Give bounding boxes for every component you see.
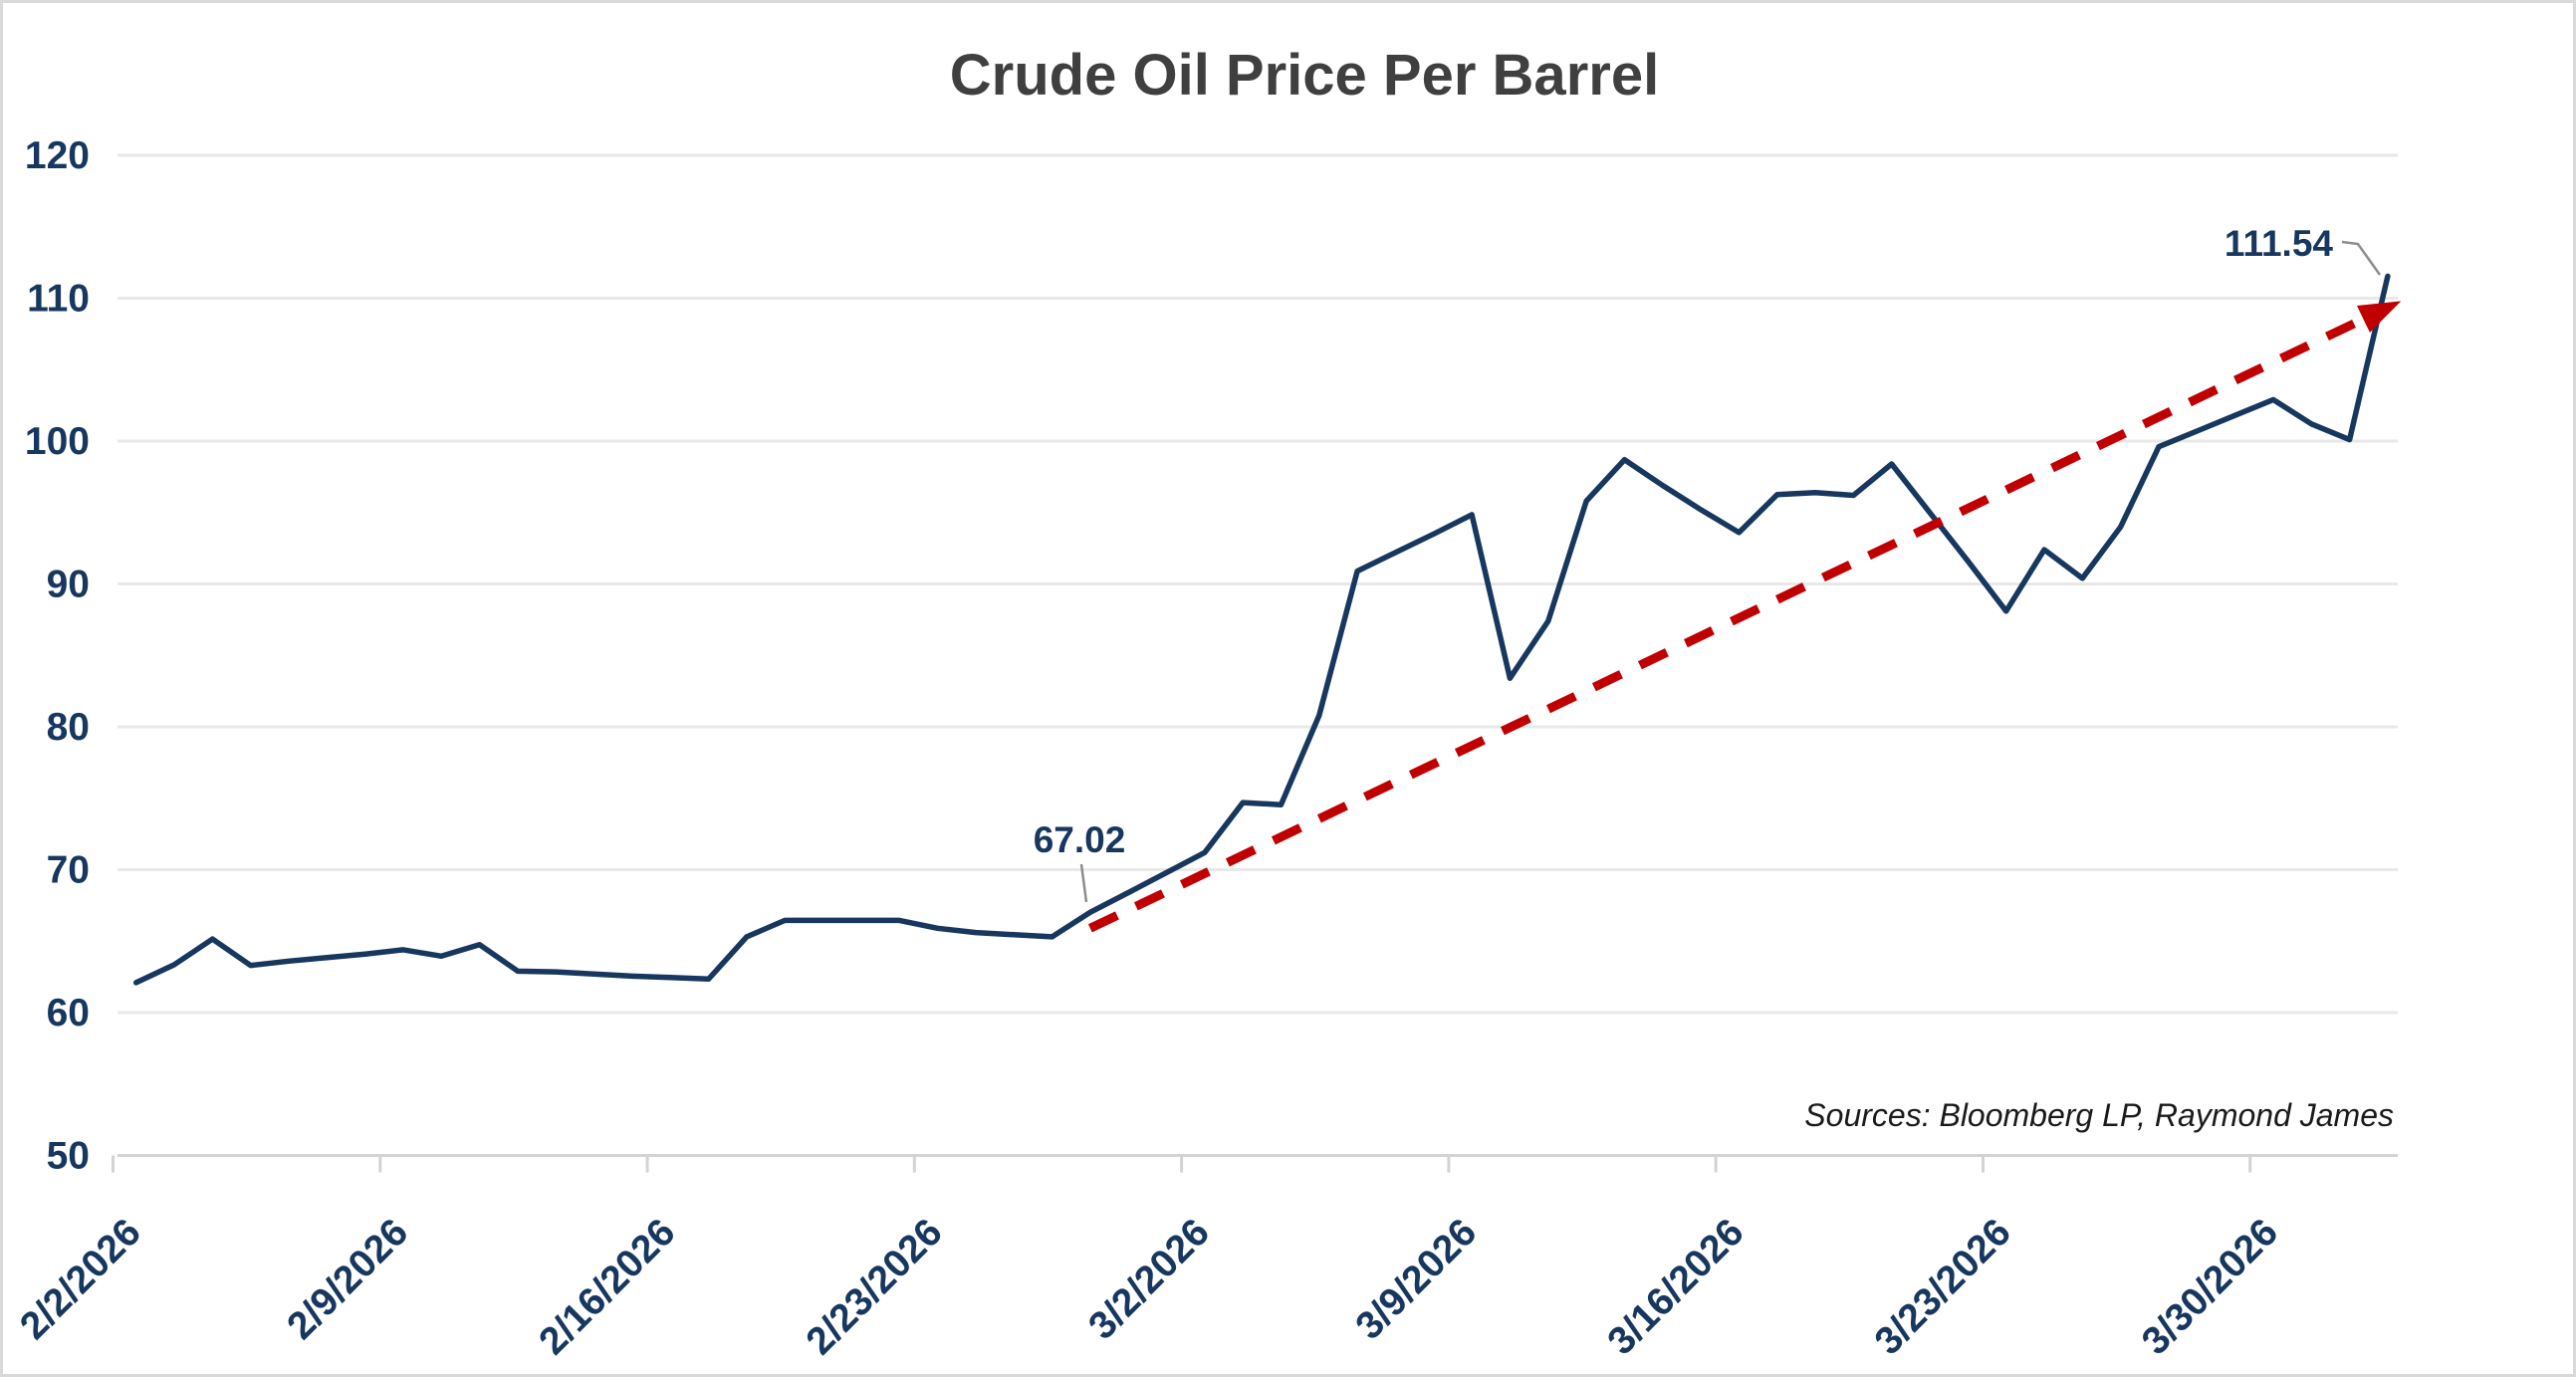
x-axis-tick-label: 2/16/2026 [531, 1211, 683, 1363]
x-axis-tick-label: 3/16/2026 [1599, 1211, 1752, 1363]
y-axis-tick-label: 90 [47, 564, 90, 606]
axis-layer: 50 60 70 80 90 100 110 120 2/2/2026 2/9/2026 2/16/… [12, 134, 2286, 1363]
annotation-value-label: 67.02 [1034, 819, 1126, 860]
y-axis-tick-label: 70 [47, 849, 90, 892]
trend-line [1087, 312, 2371, 933]
annotation-leader-line [2341, 240, 2382, 276]
y-axis-tick-label: 120 [25, 134, 90, 177]
x-axis-tick-label: 3/23/2026 [1867, 1211, 2019, 1363]
annotation-layer: 67.02 111.54 [1034, 223, 2382, 903]
price-line [132, 273, 2391, 986]
series-layer [132, 273, 2402, 986]
y-axis-tick-label: 80 [47, 706, 90, 749]
trend-arrowhead [2356, 301, 2402, 334]
x-axis-tick-label: 3/9/2026 [1348, 1211, 1486, 1348]
chart-title: Crude Oil Price Per Barrel [950, 43, 1659, 108]
y-axis-tick-label: 100 [25, 420, 90, 463]
x-axis-tick-label: 3/30/2026 [2134, 1211, 2286, 1363]
x-axis-tick-label: 2/23/2026 [799, 1211, 951, 1363]
annotation-leader-line [1079, 863, 1088, 903]
source-note: Sources: Bloomberg LP, Raymond James [1804, 1097, 2394, 1133]
annotation-value-label: 111.54 [2225, 223, 2334, 264]
grid-layer [117, 153, 2398, 1157]
y-axis-tick-label: 60 [47, 992, 90, 1034]
x-axis-tick-label: 3/2/2026 [1080, 1211, 1218, 1348]
x-axis-tick-label: 2/9/2026 [279, 1211, 416, 1348]
y-axis-tick-label: 50 [47, 1135, 90, 1178]
chart-canvas: 50 60 70 80 90 100 110 120 2/2/2026 2/9/2026 2/16/… [12, 43, 2402, 1363]
x-axis-tick-label: 2/2/2026 [12, 1211, 149, 1348]
y-axis-tick-label: 110 [27, 278, 90, 321]
